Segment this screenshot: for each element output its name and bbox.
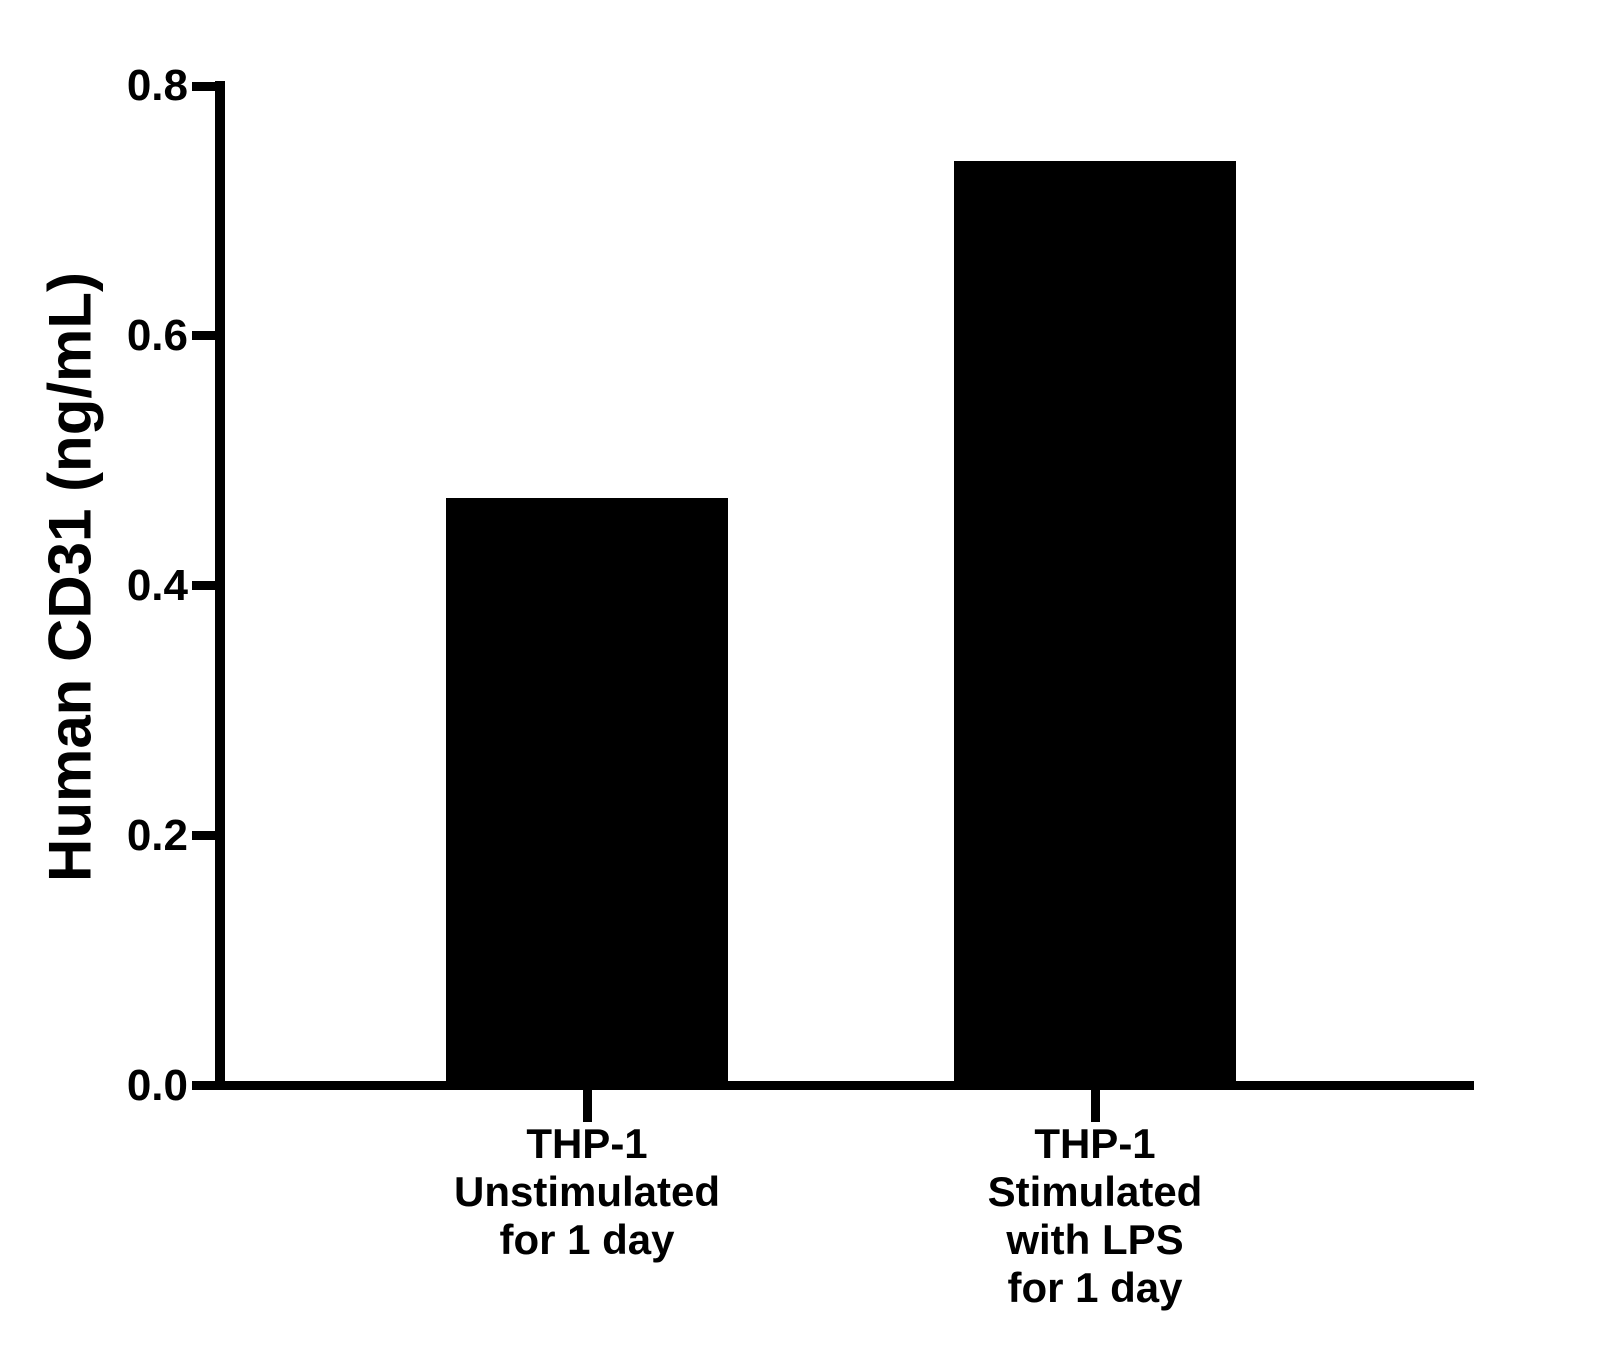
y-axis-line	[215, 81, 225, 1090]
x-category-label-line: Unstimulated	[453, 1168, 721, 1215]
y-tick-label: 0.4	[126, 561, 188, 610]
x-axis-line	[215, 1081, 1474, 1090]
y-tick-label: 0.2	[126, 811, 188, 860]
y-tick	[192, 831, 215, 840]
x-category-label-line: for 1 day	[499, 1216, 675, 1263]
y-tick	[192, 82, 215, 91]
x-category-label-line: THP-1	[1034, 1120, 1156, 1167]
y-tick	[192, 1081, 215, 1090]
bar	[446, 498, 728, 1086]
y-tick	[192, 581, 215, 590]
x-category-label-line: THP-1	[526, 1120, 648, 1167]
y-tick-label: 0.0	[126, 1061, 188, 1110]
x-category-label-line: with LPS	[1006, 1216, 1184, 1263]
x-tick	[1091, 1090, 1100, 1122]
y-tick-label: 0.6	[126, 311, 188, 360]
x-category-label-line: Stimulated	[987, 1168, 1203, 1215]
bar	[954, 161, 1236, 1086]
x-tick	[583, 1090, 592, 1122]
y-tick-label: 0.8	[126, 61, 188, 110]
x-category-label-line: for 1 day	[1007, 1264, 1183, 1311]
x-category-label: THP-1 Stimulated with LPS for 1 day	[865, 1120, 1325, 1312]
x-category-label: THP-1 Unstimulated for 1 day	[357, 1120, 817, 1264]
y-tick	[192, 331, 215, 340]
